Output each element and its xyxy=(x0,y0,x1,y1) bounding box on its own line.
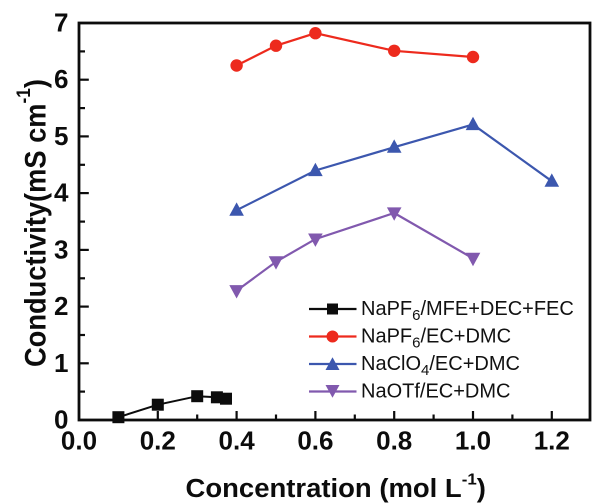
svg-text:1: 1 xyxy=(54,348,68,378)
svg-text:1.0: 1.0 xyxy=(455,425,491,455)
svg-text:0.0: 0.0 xyxy=(61,425,97,455)
svg-text:0.2: 0.2 xyxy=(140,425,176,455)
svg-text:NaPF6/EC+DMC: NaPF6/EC+DMC xyxy=(361,326,511,352)
svg-text:0: 0 xyxy=(54,405,68,435)
svg-text:5: 5 xyxy=(54,121,68,151)
svg-text:NaPF6/MFE+DEC+FEC: NaPF6/MFE+DEC+FEC xyxy=(361,298,574,324)
svg-text:1.2: 1.2 xyxy=(534,425,570,455)
svg-text:3: 3 xyxy=(54,234,68,264)
svg-text:6: 6 xyxy=(54,64,68,94)
svg-text:NaOTf/EC+DMC: NaOTf/EC+DMC xyxy=(361,381,510,403)
svg-text:2: 2 xyxy=(54,291,68,321)
svg-text:Conductivity(mS cm-1): Conductivity(mS cm-1) xyxy=(13,79,53,367)
svg-text:Concentration (mol L-1): Concentration (mol L-1) xyxy=(186,471,486,503)
svg-text:0.4: 0.4 xyxy=(219,425,256,455)
svg-text:NaClO4/EC+DMC: NaClO4/EC+DMC xyxy=(361,353,520,379)
svg-text:4: 4 xyxy=(54,178,69,208)
svg-text:0.8: 0.8 xyxy=(376,425,412,455)
svg-text:7: 7 xyxy=(54,8,68,38)
svg-text:0.6: 0.6 xyxy=(297,425,333,455)
